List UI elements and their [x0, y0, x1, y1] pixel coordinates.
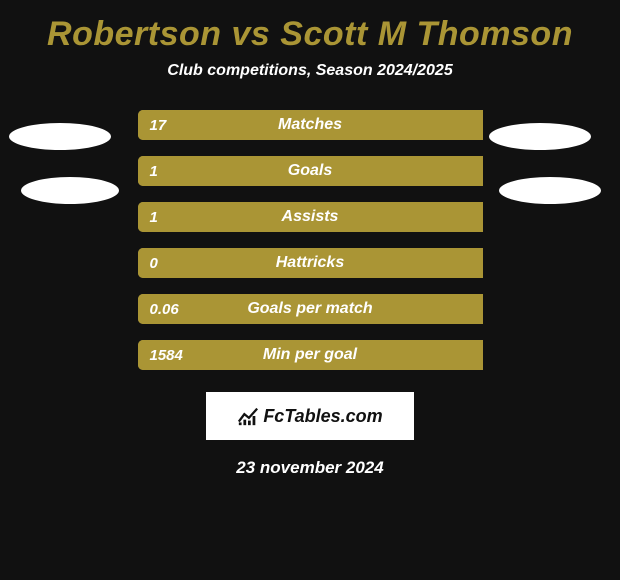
subtitle: Club competitions, Season 2024/2025: [0, 62, 620, 110]
stat-bar: 0.06Goals per match: [138, 294, 483, 324]
stat-row: 1584Min per goal: [0, 340, 620, 370]
stat-value-left: 0: [150, 248, 158, 278]
bar-fill-left: [138, 156, 483, 186]
stat-bar: 17Matches: [138, 110, 483, 140]
stat-value-left: 0.06: [150, 294, 179, 324]
stat-bar: 1Assists: [138, 202, 483, 232]
comparison-infographic: Robertson vs Scott M Thomson Club compet…: [0, 0, 620, 478]
decorative-ellipse: [499, 177, 601, 204]
bar-fill-left: [138, 110, 483, 140]
stat-bar: 1584Min per goal: [138, 340, 483, 370]
chart-icon: [237, 405, 259, 427]
stat-row: 0.06Goals per match: [0, 294, 620, 324]
stat-row: 1Assists: [0, 202, 620, 232]
stat-value-left: 17: [150, 110, 167, 140]
decorative-ellipse: [21, 177, 119, 204]
title-vs: vs: [231, 15, 270, 53]
stat-row: 0Hattricks: [0, 248, 620, 278]
date: 23 november 2024: [0, 458, 620, 478]
stat-value-left: 1: [150, 202, 158, 232]
bar-fill-left: [138, 202, 483, 232]
bar-fill-left: [138, 294, 483, 324]
stat-bar: 0Hattricks: [138, 248, 483, 278]
logo-text: FcTables.com: [263, 406, 382, 427]
bar-fill-left: [138, 248, 483, 278]
stat-value-left: 1: [150, 156, 158, 186]
stat-value-left: 1584: [150, 340, 183, 370]
title-player1: Robertson: [47, 15, 222, 53]
logo-box: FcTables.com: [206, 392, 414, 440]
bar-fill-left: [138, 340, 483, 370]
decorative-ellipse: [489, 123, 591, 150]
stat-bar: 1Goals: [138, 156, 483, 186]
title-player2: Scott M Thomson: [280, 15, 573, 53]
decorative-ellipse: [9, 123, 111, 150]
page-title: Robertson vs Scott M Thomson: [0, 5, 620, 62]
